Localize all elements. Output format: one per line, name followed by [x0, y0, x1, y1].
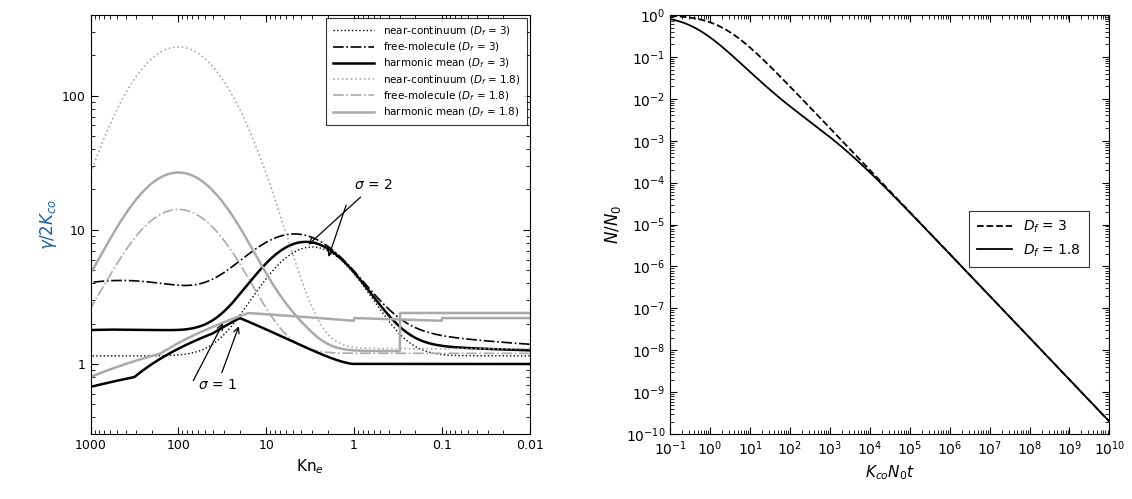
Y-axis label: $N/N_0$: $N/N_0$ [603, 205, 623, 244]
Text: $\sigma$ = 2: $\sigma$ = 2 [309, 179, 393, 244]
$D_f$ = 3 [992, 301, 1005, 307]
$D_f$ = 3 [663, 13, 677, 19]
Text: $\sigma$ = 1: $\sigma$ = 1 [198, 327, 239, 392]
Y-axis label: $\gamma/2K_{co}$: $\gamma/2K_{co}$ [38, 199, 59, 250]
Line: $D_f$ = 1.8: $D_f$ = 1.8 [670, 19, 1109, 422]
$D_f$ = 1.8 [831, 141, 844, 147]
$D_f$ = 1.8 [1103, 419, 1116, 425]
$D_f$ = 3 [949, 257, 962, 263]
$D_f$ = 3 [831, 134, 844, 140]
$D_f$ = 3 [927, 234, 941, 240]
$D_f$ = 3 [1024, 336, 1038, 342]
$D_f$ = 1.8 [992, 301, 1005, 307]
$D_f$ = 1.8 [927, 234, 941, 240]
$D_f$ = 3 [744, 44, 757, 50]
X-axis label: $K_{co}N_0t$: $K_{co}N_0t$ [865, 463, 915, 482]
Line: $D_f$ = 3: $D_f$ = 3 [670, 16, 1109, 422]
X-axis label: Kn$_e$: Kn$_e$ [297, 458, 324, 476]
$D_f$ = 1.8 [663, 16, 677, 22]
$D_f$ = 1.8 [1024, 336, 1038, 342]
Legend: near-continuum ($D_f$ = 3), free-molecule ($D_f$ = 3), harmonic mean ($D_f$ = 3): near-continuum ($D_f$ = 3), free-molecul… [326, 18, 526, 125]
Legend: $D_f$ = 3, $D_f$ = 1.8: $D_f$ = 3, $D_f$ = 1.8 [969, 211, 1089, 267]
$D_f$ = 3 [1103, 419, 1116, 425]
$D_f$ = 1.8 [949, 257, 962, 263]
$D_f$ = 1.8 [744, 69, 757, 75]
